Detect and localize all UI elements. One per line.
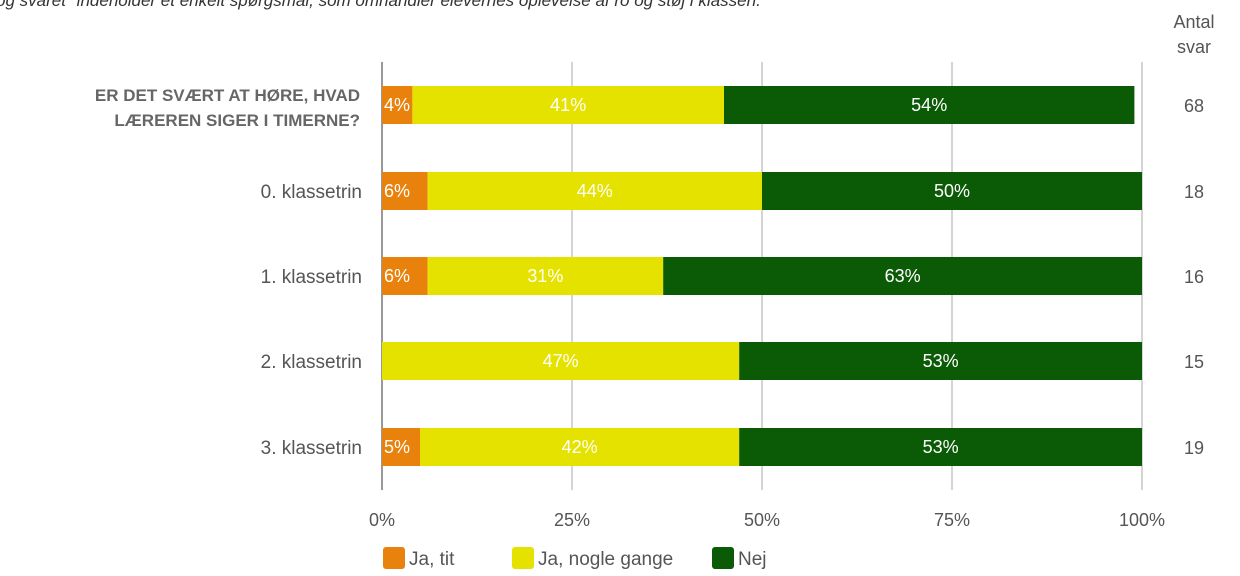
bar-value-label: 44% [577,181,613,201]
category-label: 1. klassetrin [261,267,362,288]
legend-label: Nej [738,549,767,570]
bar-segment [427,172,762,210]
bar-segment [382,257,428,295]
bar-value-label: 6% [384,181,410,201]
bar-value-label: 54% [911,95,947,115]
response-count: 18 [1184,182,1204,202]
bars: 4% 41% 54% 6% 44% 50% 6% 31% 63% 47% 53% 5% 42% 53% [382,86,1142,466]
x-tick-label: 0% [369,510,395,530]
x-tick-label: 50% [744,510,780,530]
legend-swatch [512,547,534,569]
x-tick-label: 100% [1119,510,1165,530]
category-label: 2. klassetrin [261,352,362,373]
caption-text: og svaret "indeholder et enkelt spørgsmå… [0,0,761,10]
x-axis-ticks: 0% 25% 50% 75% 100% [369,510,1165,530]
legend-swatch [383,547,405,569]
bar-segment [420,428,740,466]
bar-value-label: 53% [923,437,959,457]
bar-segment [382,342,740,380]
bar-segment [739,342,1142,380]
legend-label: Ja, tit [409,549,455,570]
bar-value-label: 41% [550,95,586,115]
bar-value-label: 42% [562,437,598,457]
x-tick-label: 25% [554,510,590,530]
bar-value-label: 63% [885,266,921,286]
bar-segment [739,428,1142,466]
bar-segment [412,86,724,124]
bar-segment [663,257,1142,295]
response-count: 68 [1184,96,1204,116]
count-header-line1: Antal [1173,12,1214,32]
bar-value-label: 5% [384,437,410,457]
category-label: 3. klassetrin [261,438,362,459]
response-count: 15 [1184,352,1204,372]
bar-segment [382,86,413,124]
bar-value-label: 6% [384,266,410,286]
response-counts: 68 18 16 15 19 [1184,96,1204,458]
response-count: 19 [1184,438,1204,458]
category-label-line: LÆREREN SIGER I TIMERNE? [114,111,360,130]
response-count: 16 [1184,267,1204,287]
bar-value-label: 50% [934,181,970,201]
count-header-line2: svar [1177,37,1211,57]
category-label: 0. klassetrin [261,182,362,203]
legend: Ja, tit Ja, nogle gange Nej [383,547,767,570]
bar-value-label: 4% [384,95,410,115]
bar-segment [427,257,664,295]
category-label-line: ER DET SVÆRT AT HØRE, HVAD [95,86,360,105]
bar-segment [724,86,1135,124]
legend-swatch [712,547,734,569]
bar-value-label: 31% [527,266,563,286]
bar-segment [382,172,428,210]
legend-label: Ja, nogle gange [538,549,673,570]
bar-value-label: 47% [543,351,579,371]
bar-segment [762,172,1142,210]
x-tick-label: 75% [934,510,970,530]
bar-value-label: 53% [923,351,959,371]
bar-segment [382,428,420,466]
category-labels: ER DET SVÆRT AT HØRE, HVAD LÆREREN SIGER … [95,86,362,459]
